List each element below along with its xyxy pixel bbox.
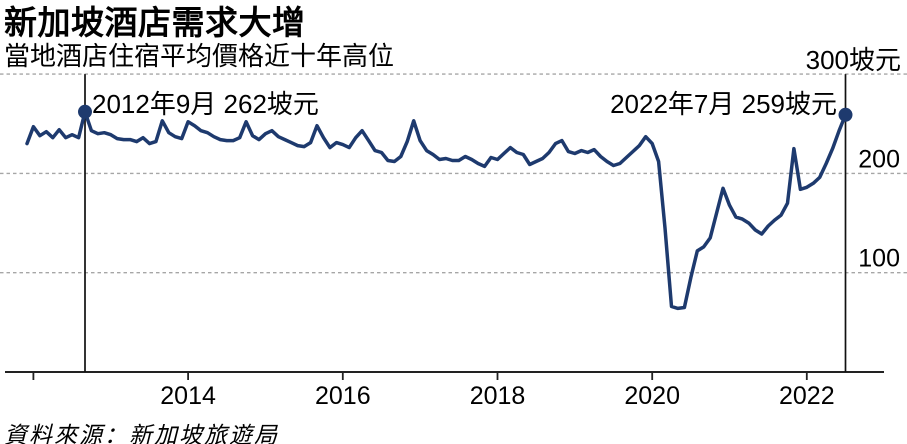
annotation-dot-0 <box>78 104 92 119</box>
page-title: 新加坡酒店需求大增 <box>4 4 306 41</box>
annotation-dot-1 <box>838 107 853 122</box>
source-label: 資料來源：新加坡旅遊局 <box>4 423 279 444</box>
x-tick-label-2020: 2020 <box>624 382 680 410</box>
price-line <box>25 110 848 311</box>
y-tick-label-100: 100 <box>858 245 900 273</box>
x-tick-label-2016: 2016 <box>315 382 371 410</box>
x-tick-label-2018: 2018 <box>470 382 526 410</box>
annotation-2012-label: 2012年9月 262坡元 <box>92 89 319 119</box>
chart-subtitle: 當地酒店住宿平均價格近十年高位 <box>4 41 395 71</box>
annotation-2022-label: 2022年7月 259坡元 <box>610 89 837 119</box>
x-tick-label-2022: 2022 <box>779 382 835 410</box>
x-tick-label-2014: 2014 <box>160 382 216 410</box>
y-axis-unit-label: 300坡元 <box>805 45 901 75</box>
y-tick-label-200: 200 <box>858 145 900 173</box>
